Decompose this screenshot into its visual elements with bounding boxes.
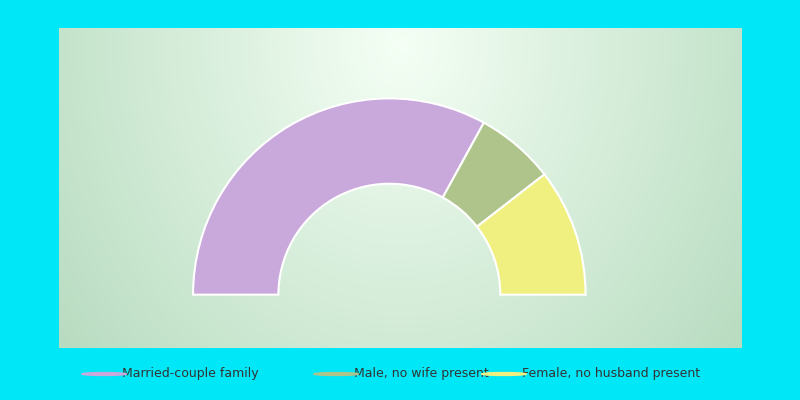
Text: Female, no husband present: Female, no husband present [522,368,700,380]
Circle shape [482,372,526,376]
Wedge shape [477,174,586,295]
Text: Male, no wife present: Male, no wife present [354,368,488,380]
Circle shape [314,372,358,376]
Text: Married-couple family: Married-couple family [122,368,258,380]
Wedge shape [442,123,545,227]
Wedge shape [193,98,484,295]
Circle shape [82,372,126,376]
